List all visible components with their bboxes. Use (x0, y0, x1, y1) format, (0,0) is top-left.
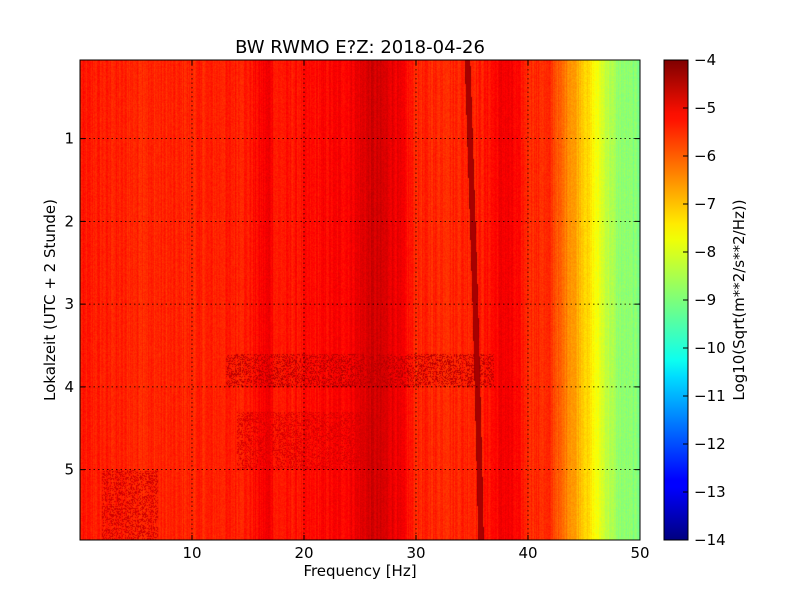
y-ticks: 1 2 3 4 5 (64, 130, 640, 479)
x-axis-label: Frequency [Hz] (303, 562, 416, 580)
chart-title: BW RWMO E?Z: 2018-04-26 (235, 37, 485, 58)
colorbar-tick-label: −7 (694, 195, 716, 213)
colorbar-label: Log10(Sqrt(m**2/s**2/Hz)) (730, 199, 748, 400)
colorbar-tick-label: −11 (694, 387, 726, 405)
x-tick-label: 20 (294, 544, 313, 562)
colorbar-tick-label: −5 (694, 99, 716, 117)
y-axis-label: Lokalzeit (UTC + 2 Stunde) (41, 199, 59, 401)
x-tick-label: 10 (182, 544, 201, 562)
y-tick-label: 4 (64, 378, 74, 396)
colorbar-tick-label: −6 (694, 147, 716, 165)
colorbar-ticks: −4 −5 −6 −7 −8 −9 −10 −11 −12 −13 −14 (683, 51, 726, 549)
colorbar-tick-label: −14 (694, 531, 726, 549)
colorbar-tick-label: −10 (694, 339, 726, 357)
spectral-line (465, 60, 483, 540)
x-tick-label: 50 (630, 544, 649, 562)
colorbar: −4 −5 −6 −7 −8 −9 −10 −11 −12 −13 −14 Log10(Sqrt(m… (663, 51, 748, 549)
colorbar-tick-label: −8 (694, 243, 716, 261)
y-tick-label: 2 (64, 212, 74, 230)
x-tick-label: 30 (406, 544, 425, 562)
y-tick-label: 5 (64, 461, 74, 479)
grid-lines (80, 60, 640, 540)
colorbar-tick-label: −12 (694, 435, 726, 453)
plot-frame (79, 59, 641, 541)
spectrogram-heatmap (80, 60, 640, 540)
spectrogram-overlays (465, 60, 483, 540)
x-ticks: 10 20 30 40 50 (182, 60, 650, 562)
colorbar-tick-label: −9 (694, 291, 716, 309)
y-tick-label: 1 (64, 130, 74, 148)
colorbar-tick-label: −13 (694, 483, 726, 501)
colorbar-tick-label: −4 (694, 51, 716, 69)
x-tick-label: 40 (518, 544, 537, 562)
plot-area: 10 20 30 40 50 1 2 3 4 5 (64, 59, 650, 562)
y-tick-label: 3 (64, 295, 74, 313)
